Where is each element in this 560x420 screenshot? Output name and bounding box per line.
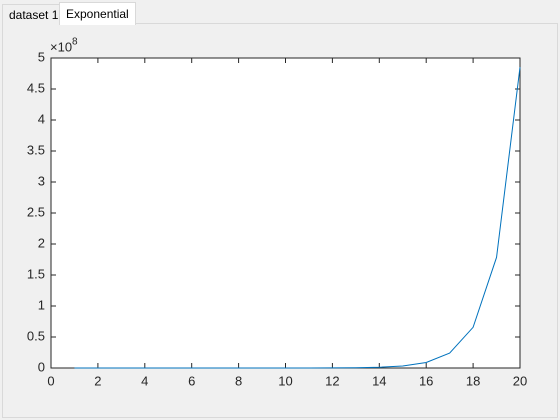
y-tick-label: 3 (38, 173, 45, 188)
plot-area (51, 58, 520, 368)
y-tick-label: 5 (38, 49, 45, 64)
y-tick-label: 0 (38, 359, 45, 374)
y-tick-label: 4 (38, 111, 45, 126)
y-tick-label: 4.5 (27, 80, 45, 95)
y-tick-label: 0.5 (27, 328, 45, 343)
x-tick-label: 4 (141, 373, 148, 388)
y-tick-label: 3.5 (27, 142, 45, 157)
x-tick-label: 10 (278, 373, 292, 388)
exponent-power: 8 (72, 37, 78, 48)
y-tick-label: 2 (38, 235, 45, 250)
x-tick-label: 0 (47, 373, 54, 388)
x-tick-label: 20 (513, 373, 527, 388)
x-tick-label: 2 (94, 373, 101, 388)
tab[interactable]: dataset 1 (2, 4, 66, 25)
x-tick-label: 16 (419, 373, 433, 388)
x-tick-label: 14 (372, 373, 386, 388)
exponent-base: ×10 (50, 39, 72, 54)
y-tick-label: 1.5 (27, 266, 45, 281)
x-tick-label: 18 (466, 373, 480, 388)
tab[interactable]: Exponential (59, 2, 136, 25)
x-tick-label: 12 (325, 373, 339, 388)
y-tick-label: 2.5 (27, 204, 45, 219)
x-tick-label: 6 (188, 373, 195, 388)
x-tick-label: 8 (235, 373, 242, 388)
y-tick-label: 1 (38, 297, 45, 312)
line (74, 67, 521, 369)
